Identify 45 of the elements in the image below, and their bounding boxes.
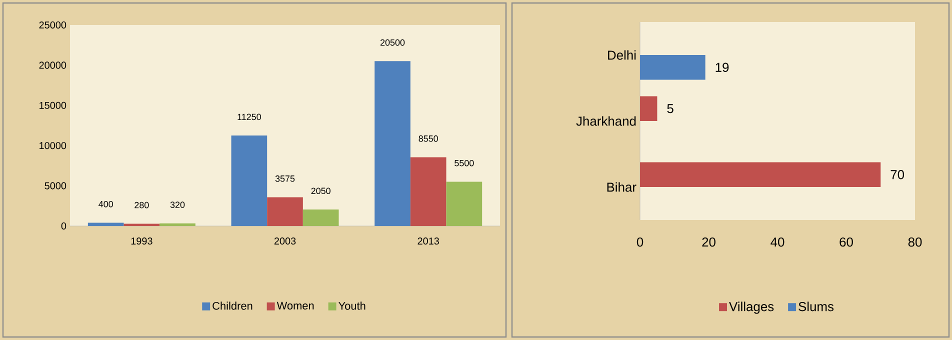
legend-label: Villages <box>729 302 774 314</box>
bar <box>410 157 446 226</box>
x-tick-label: 2003 <box>274 237 296 245</box>
y-tick-label: 20000 <box>39 62 66 69</box>
x-tick-label: 1993 <box>131 237 152 245</box>
bar <box>446 182 482 226</box>
x-tick-label: 2013 <box>418 237 439 245</box>
y-tick-label: 25000 <box>39 21 66 29</box>
data-label: 400 <box>98 200 113 208</box>
y-tick-label: Delhi <box>608 50 636 60</box>
data-label: 8550 <box>418 135 438 142</box>
x-tick-label: 0 <box>636 237 644 247</box>
x-tick-label: 80 <box>908 237 922 247</box>
y-tick-label: Jharkhand <box>576 116 636 126</box>
y-tick-label: 10000 <box>40 142 66 150</box>
x-tick-label: 60 <box>840 237 853 247</box>
data-label: 280 <box>134 202 149 208</box>
bar <box>640 55 706 80</box>
bar <box>302 210 339 226</box>
legend-label: Youth <box>338 302 366 310</box>
data-label: 2050 <box>311 188 330 194</box>
legend-label: Slums <box>798 302 834 312</box>
legend-label: Women <box>276 302 314 310</box>
y-tick-label: Bihar <box>607 182 636 192</box>
y-tick-label: 5000 <box>44 182 66 190</box>
legend-label: Children <box>212 302 252 310</box>
y-tick-label: 0 <box>61 222 66 230</box>
data-label: 5 <box>667 104 674 114</box>
bar <box>640 162 881 187</box>
bar <box>231 136 268 226</box>
data-label: 11250 <box>238 114 261 120</box>
bar <box>267 197 303 226</box>
bar <box>640 96 658 121</box>
x-tick-label: 20 <box>702 237 716 247</box>
data-label: 70 <box>890 170 904 180</box>
data-label: 20500 <box>380 39 405 46</box>
data-label: 5500 <box>454 160 474 166</box>
data-label: 19 <box>716 62 729 72</box>
y-tick-label: 15000 <box>40 102 66 109</box>
bar <box>88 222 124 226</box>
data-label: 3575 <box>275 175 295 182</box>
data-label: 320 <box>170 202 185 208</box>
bar <box>160 223 196 226</box>
bar <box>374 61 410 226</box>
x-tick-label: 40 <box>770 237 784 247</box>
